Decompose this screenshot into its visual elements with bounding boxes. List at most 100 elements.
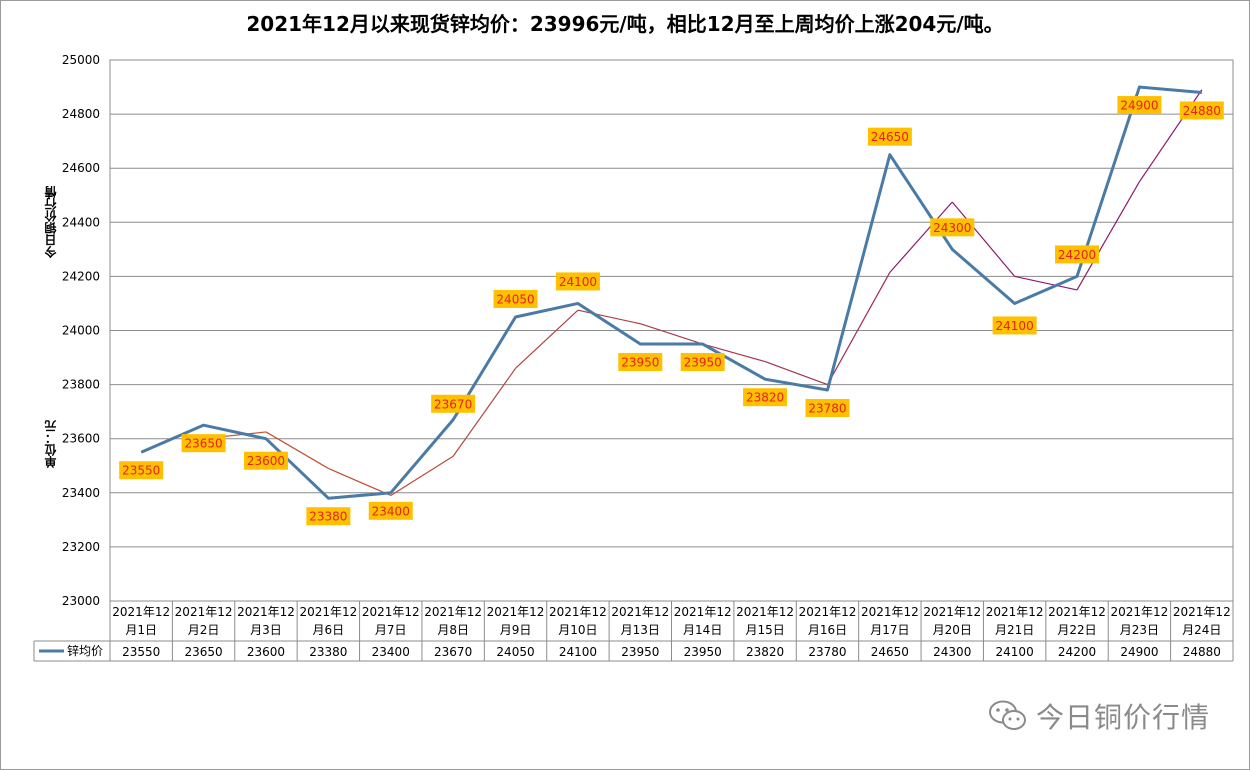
y-tick-label: 25000 [62, 53, 100, 67]
x-tick-label-line1: 2021年12 [487, 605, 545, 619]
chart-title: 2021年12月以来现货锌均价：23996元/吨，相比12月至上周均价上涨204… [246, 12, 1004, 36]
x-tick-label-line2: 月8日 [437, 623, 469, 637]
wechat-icon [988, 700, 1026, 730]
x-tick-label-line2: 月15日 [745, 623, 784, 637]
moving-average-segment [328, 467, 391, 497]
moving-average-segment [826, 272, 891, 385]
y-tick-label: 24000 [62, 324, 100, 338]
data-label-bg [930, 218, 975, 237]
data-label: 23950 [621, 356, 659, 370]
data-label: 23820 [746, 391, 784, 405]
x-tick-label-line2: 月20日 [933, 623, 972, 637]
x-tick-label-line1: 2021年12 [299, 605, 357, 619]
x-tick-label-line2: 月24日 [1182, 623, 1221, 637]
y-tick-label: 23000 [62, 594, 100, 608]
y-tick-label: 23600 [62, 432, 100, 446]
data-label-bg [680, 353, 725, 372]
data-label-bg [805, 399, 850, 418]
data-label-bg [992, 316, 1037, 335]
table-value-cell: 23670 [434, 645, 472, 659]
x-tick-label-line1: 2021年12 [861, 605, 919, 619]
data-label-bg [368, 501, 413, 520]
x-tick-label-line1: 2021年12 [1048, 605, 1106, 619]
y-axis-label-unit: 单位：元 [44, 420, 58, 468]
series-line-zinc-price [140, 85, 1202, 500]
table-value-cell: 24300 [933, 645, 971, 659]
x-tick-label-line2: 月10日 [558, 623, 597, 637]
y-axis-label-top: 今日铜价行情 [44, 186, 58, 258]
x-tick-label-line1: 2021年12 [611, 605, 669, 619]
x-tick-label-line2: 月2日 [188, 623, 220, 637]
x-tick-label-line2: 月13日 [621, 623, 660, 637]
data-label-bg [555, 272, 600, 291]
data-label-bg [867, 127, 912, 146]
watermark: 今日铜价行情 [988, 696, 1210, 736]
data-label: 23400 [372, 504, 410, 518]
legend-label: 锌均价 [67, 644, 103, 658]
data-label: 24200 [1058, 248, 1096, 262]
x-tick-label-line1: 2021年12 [424, 605, 482, 619]
x-tick-label-line1: 2021年12 [237, 605, 295, 619]
moving-average-segment [1014, 275, 1078, 291]
data-label: 24100 [559, 275, 597, 289]
moving-average-segment [1076, 181, 1140, 291]
x-tick-label-line1: 2021年12 [112, 605, 170, 619]
x-tick-label-line1: 2021年12 [1173, 605, 1231, 619]
data-label-bg [1179, 101, 1224, 120]
data-label-bg [1117, 96, 1162, 115]
x-tick-label-line2: 月1日 [125, 623, 157, 637]
y-tick-label: 23200 [62, 540, 100, 554]
data-label-bg [743, 388, 788, 407]
table-value-cell: 23400 [372, 645, 410, 659]
data-label: 24900 [1120, 99, 1158, 113]
x-tick-label-line1: 2021年12 [986, 605, 1044, 619]
y-tick-label: 24600 [62, 161, 100, 175]
moving-average-segment [640, 323, 703, 345]
x-tick-label-line2: 月22日 [1057, 623, 1096, 637]
x-tick-label-line2: 月14日 [683, 623, 722, 637]
table-value-cell: 23820 [746, 645, 784, 659]
moving-average-segment [390, 455, 454, 497]
table-value-cell: 24650 [871, 645, 909, 659]
data-label: 24050 [496, 292, 534, 306]
table-value-cell: 24100 [559, 645, 597, 659]
table-value-cell: 23950 [684, 645, 722, 659]
data-label: 23600 [247, 454, 285, 468]
data-label: 23550 [122, 464, 160, 478]
table-value-cell: 24880 [1183, 645, 1221, 659]
data-label-bg [493, 289, 538, 308]
table-value-cell: 24200 [1058, 645, 1096, 659]
data-label-bg [306, 507, 351, 526]
y-tick-label: 24400 [62, 215, 100, 229]
data-label: 23380 [309, 510, 347, 524]
data-label: 24650 [871, 130, 909, 144]
table-value-cell: 23950 [621, 645, 659, 659]
moving-average-segment [452, 368, 517, 457]
x-tick-label-line1: 2021年12 [175, 605, 233, 619]
data-label-bg [119, 461, 164, 480]
x-tick-label-line2: 月17日 [870, 623, 909, 637]
x-tick-label-line1: 2021年12 [736, 605, 794, 619]
watermark-text: 今日铜价行情 [1035, 701, 1210, 734]
y-tick-label: 24800 [62, 107, 100, 121]
x-tick-label-line1: 2021年12 [674, 605, 732, 619]
moving-average-segment [889, 201, 953, 273]
x-tick-label-line2: 月6日 [313, 623, 345, 637]
x-tick-label-line1: 2021年12 [799, 605, 857, 619]
x-tick-label-line1: 2021年12 [549, 605, 607, 619]
data-label: 23780 [808, 402, 846, 416]
x-tick-label-line2: 月21日 [995, 623, 1034, 637]
moving-average-segment [951, 201, 1016, 277]
data-label-bg [243, 451, 288, 470]
data-label: 23650 [184, 437, 222, 451]
moving-average-segment [764, 361, 828, 386]
y-tick-label: 23400 [62, 486, 100, 500]
x-tick-label-line1: 2021年12 [923, 605, 981, 619]
x-tick-label-line2: 月23日 [1120, 623, 1159, 637]
moving-average-segment [265, 431, 329, 469]
data-label: 23670 [434, 397, 472, 411]
x-tick-label-line2: 月7日 [375, 623, 407, 637]
table-value-cell: 23650 [184, 645, 222, 659]
y-tick-label: 23800 [62, 378, 100, 392]
